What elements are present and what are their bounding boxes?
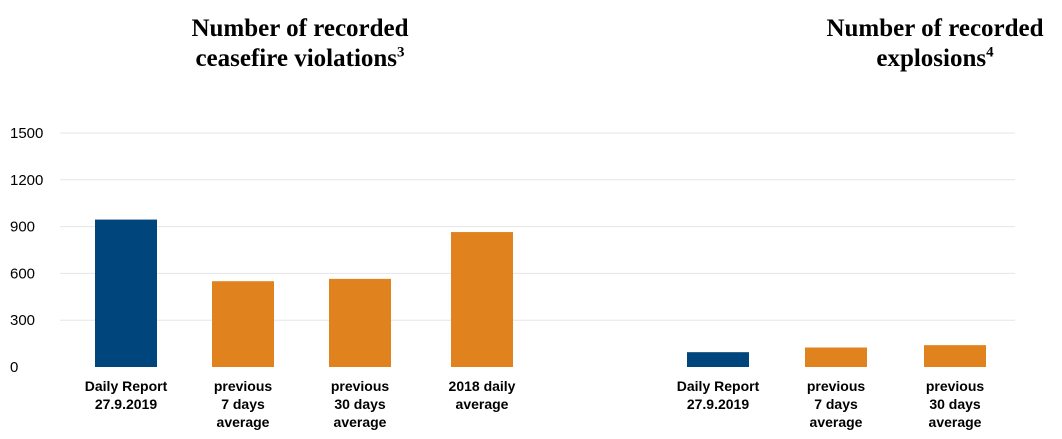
right-title-text: Number of recorded explosions: [826, 15, 1044, 72]
y-tick-label: 300: [10, 312, 35, 329]
bar: [451, 232, 513, 367]
category-label: Daily Report 27.9.2019: [85, 378, 168, 412]
category-label: previous 30 days average: [331, 378, 390, 430]
bar: [329, 278, 391, 367]
category-label: Daily Report 27.9.2019: [677, 378, 760, 412]
category-label: previous 7 days average: [807, 378, 866, 430]
category-label: previous 30 days average: [926, 378, 985, 430]
left-title-footnote: 3: [397, 44, 405, 61]
bar: [687, 352, 749, 367]
category-labels: Daily Report 27.9.2019 previous 7 days avera…: [85, 378, 985, 430]
y-tick-label: 600: [10, 265, 35, 282]
right-title-footnote: 4: [986, 44, 994, 61]
bar: [805, 347, 867, 367]
category-label: previous 7 days average: [214, 378, 273, 430]
right-chart-title: Number of recorded explosions4: [790, 14, 1062, 74]
y-tick-label: 900: [10, 219, 35, 236]
bar: [212, 281, 274, 367]
bar: [924, 345, 986, 367]
y-tick-label: 1200: [10, 172, 43, 189]
y-tick-label: 1500: [10, 125, 43, 142]
y-tick-label: 0: [10, 359, 18, 376]
left-title-text: Number of recorded ceasefire violations: [191, 15, 409, 72]
bar: [95, 219, 157, 367]
bars: [95, 219, 986, 367]
y-axis: 0 300 600 900 1200 1500: [10, 125, 43, 376]
category-label: 2018 daily average: [449, 378, 516, 412]
gridlines: [60, 132, 1015, 321]
left-chart-title: Number of recorded ceasefire violations3: [150, 14, 450, 74]
